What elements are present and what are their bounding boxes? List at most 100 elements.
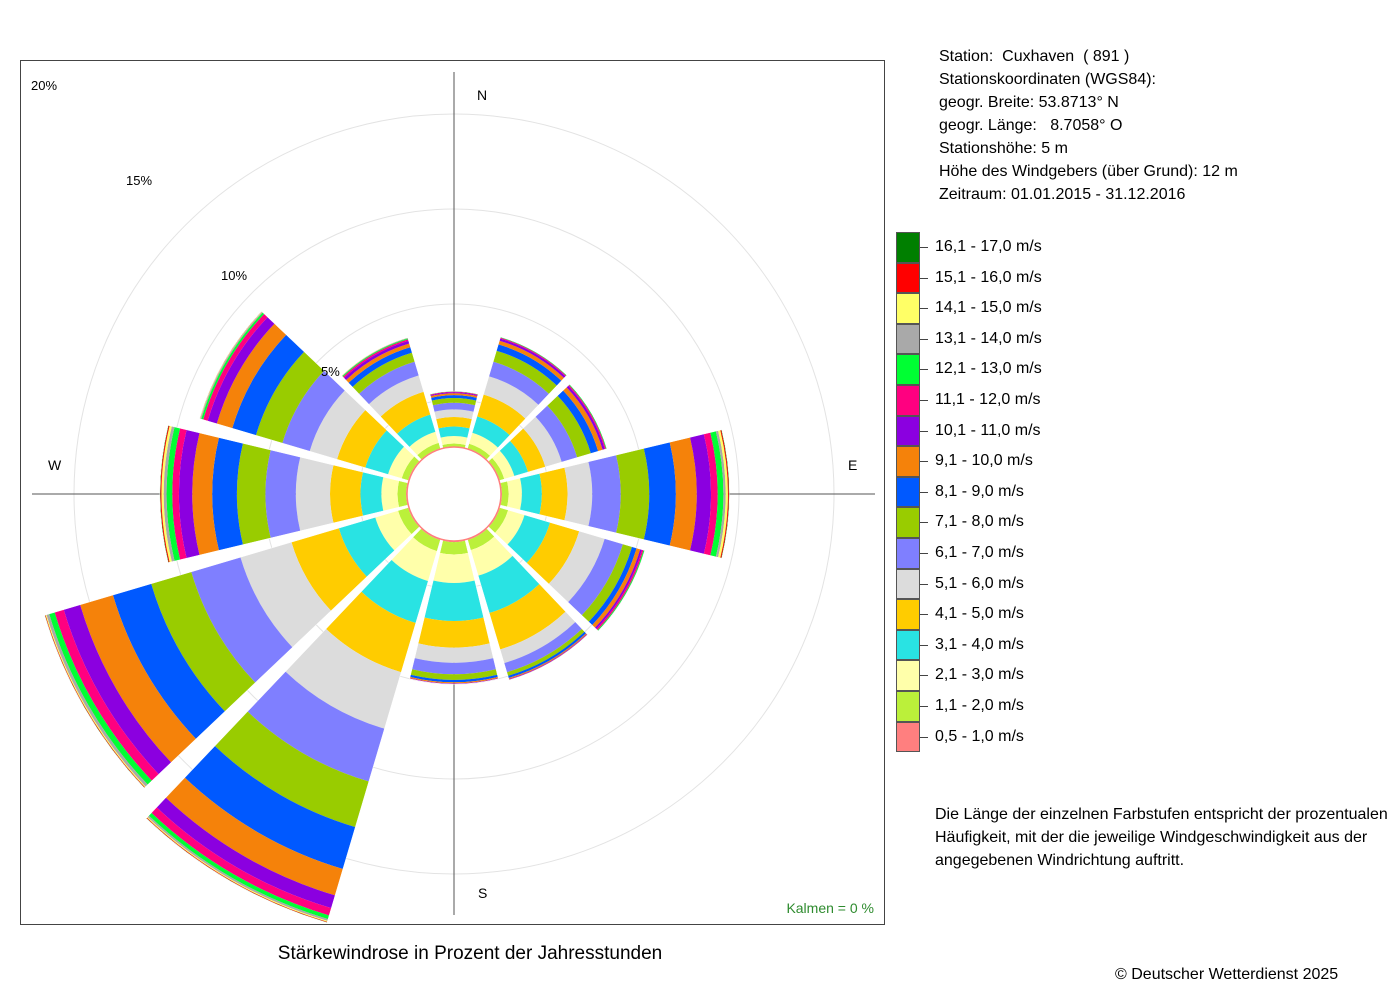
legend-swatch [896, 232, 920, 263]
sector-segment [172, 428, 187, 560]
sector-segment [581, 544, 633, 622]
legend-swatch [896, 415, 920, 447]
sector-segment [207, 317, 275, 424]
legend-tick [920, 461, 928, 463]
sector-segment [499, 338, 566, 379]
legend-swatch [896, 690, 920, 722]
sector-segment [330, 465, 364, 523]
sector-segment [467, 443, 491, 460]
sector-segment [588, 455, 621, 533]
sector-segment [434, 409, 474, 420]
sector-segment [430, 391, 478, 396]
sector-segment [430, 391, 478, 395]
sector-segment [161, 425, 172, 563]
sector-segment [165, 777, 343, 896]
sector-segment [112, 583, 225, 739]
sector-segment [442, 539, 466, 543]
sector-segment [381, 477, 400, 511]
legend-label: 6,1 - 7,0 m/s [935, 543, 1024, 561]
legend-tick [920, 552, 928, 554]
legend-swatch [896, 384, 920, 416]
sector-segment [493, 350, 557, 394]
legend-tick [920, 430, 928, 432]
sector-segment [326, 591, 416, 673]
legend-tick [920, 338, 928, 340]
sector-segment [401, 456, 420, 481]
sector-segment [507, 631, 587, 679]
legend-label: 4,1 - 5,0 m/s [935, 605, 1024, 623]
sector-segment [295, 457, 334, 531]
wind-rose-chart [32, 72, 875, 924]
sector-segment [309, 390, 366, 460]
sector-segment [500, 611, 576, 664]
sector-segment [387, 446, 415, 479]
sector-segment [151, 807, 332, 916]
sector-segment [240, 542, 332, 648]
sector-segment [478, 555, 540, 614]
sector-segment [506, 628, 585, 676]
sector-segment [336, 409, 387, 468]
sector-segment [410, 669, 498, 680]
sector-segment [424, 580, 484, 621]
sector-segment [507, 514, 551, 563]
sector-segment [265, 449, 301, 539]
legend-tick [920, 675, 928, 677]
sector-segment [548, 531, 605, 603]
legend-label: 10,1 - 11,0 m/s [935, 421, 1041, 439]
latitude: geogr. Breite: 53.8713° N [939, 94, 1119, 111]
sector-segment [535, 405, 578, 463]
sector-segment [477, 394, 526, 436]
legend-label: 7,1 - 8,0 m/s [935, 513, 1024, 531]
sector-segment [49, 612, 152, 785]
sector-segment [431, 397, 477, 406]
legend-tick [920, 491, 928, 493]
sector-segment [166, 426, 181, 562]
sector-segment [413, 528, 441, 552]
sector-segment [151, 571, 256, 712]
sector-segment [499, 440, 529, 477]
sector-segment [568, 538, 623, 616]
sector-segment [440, 435, 468, 445]
sector-segment [396, 414, 436, 447]
sector-segment [285, 628, 402, 729]
sector-segment [178, 429, 200, 559]
legend-tick [920, 522, 928, 524]
legend-tick [920, 583, 928, 585]
sector-segment [547, 395, 591, 458]
sector-segment [539, 467, 568, 521]
sector-segment [643, 442, 676, 546]
sector-segment [380, 391, 431, 434]
legend-swatch [896, 323, 920, 355]
legend-label: 16,1 - 17,0 m/s [935, 238, 1042, 255]
sector-segment [588, 546, 637, 626]
plot-frame: N E S W 5% 10% 15% 20% Kalmen = 0 % [20, 60, 885, 925]
station-name: Station: Cuxhaven ( 891 ) [939, 48, 1130, 65]
time-period: Zeitraum: 01.01.2015 - 31.12.2016 [939, 186, 1186, 203]
sector-segment [398, 507, 420, 535]
sector-segment [523, 416, 562, 467]
calm-circle [406, 446, 502, 542]
sector-segment [232, 334, 305, 436]
sector-segment [438, 426, 470, 438]
chart-caption: Stärkewindrose in Prozent der Jahresstun… [277, 943, 663, 964]
sector-segment [439, 540, 469, 555]
legend-swatch [896, 293, 920, 324]
legend-swatch [896, 629, 920, 661]
legend-tick [920, 736, 928, 738]
sector-segment [526, 522, 580, 584]
sector-segment [156, 797, 336, 909]
sector-segment [492, 450, 515, 480]
sector-segment [430, 395, 478, 401]
sector-segment [348, 347, 413, 388]
sector-segment [488, 457, 505, 481]
legend-label: 8,1 - 9,0 m/s [935, 482, 1024, 500]
sector-segment [417, 442, 441, 460]
legend-label: 2,1 - 3,0 m/s [935, 666, 1024, 684]
sector-segment [703, 432, 718, 556]
compass-east-label: E [848, 457, 858, 473]
legend-tick [920, 399, 928, 401]
sector-segment [368, 375, 424, 417]
legend-label: 3,1 - 4,0 m/s [935, 635, 1024, 653]
legend-swatch [896, 599, 920, 630]
legend-swatch [896, 721, 920, 753]
